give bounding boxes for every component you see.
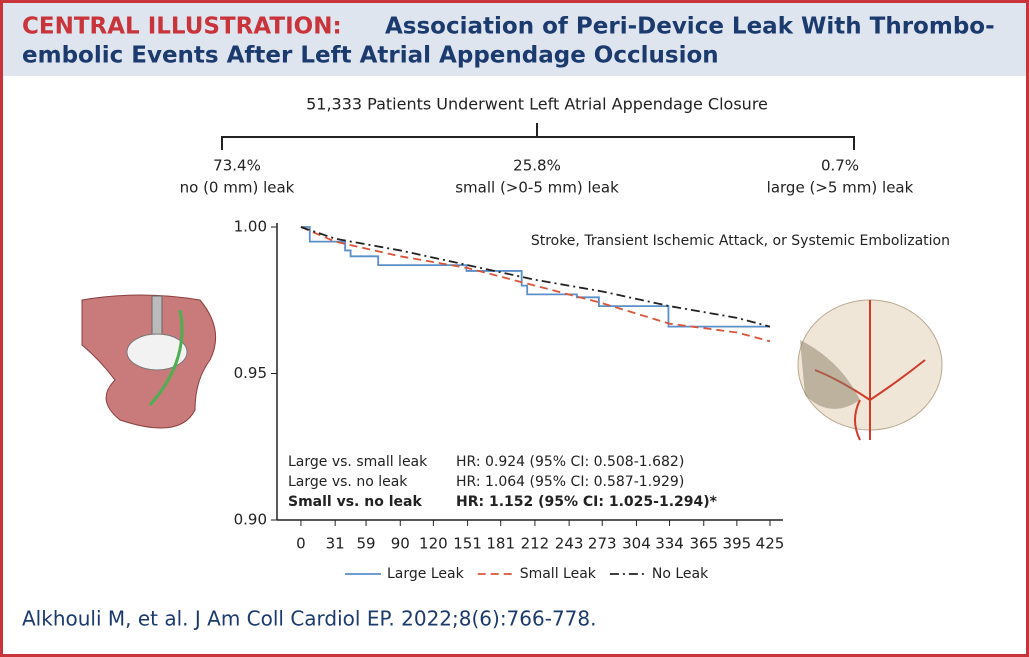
annotation-label: Large vs. no leak (288, 474, 408, 490)
x-tick-label: 31 (326, 535, 345, 553)
chart-title: Stroke, Transient Ischemic Attack, or Sy… (531, 233, 950, 249)
header-prefix: CENTRAL ILLUSTRATION: (22, 14, 342, 40)
y-tick-label: 1.00 (234, 218, 267, 236)
annotation-label: Large vs. small leak (288, 454, 428, 470)
y-tick-label: 0.90 (234, 511, 267, 529)
branch-label: no (0 mm) leak (180, 179, 295, 197)
heart-illustration (81, 294, 217, 429)
x-tick-label: 212 (521, 535, 550, 553)
header-title: Association of Peri-Device Leak With Thr… (385, 14, 995, 40)
tree-root: 51,333 Patients Underwent Left Atrial Ap… (306, 95, 768, 114)
legend-label: No Leak (652, 566, 709, 582)
x-tick-label: 365 (689, 535, 718, 553)
annotation-label: Small vs. no leak (288, 494, 422, 510)
annotation-text: HR: 1.064 (95% CI: 0.587-1.929) (456, 474, 684, 490)
x-tick-label: 425 (756, 535, 785, 553)
tree-bracket (221, 123, 855, 150)
x-tick-label: 151 (453, 535, 482, 553)
y-tick-label: 0.95 (234, 364, 267, 382)
series-line (300, 226, 771, 343)
x-tick-label: 243 (555, 535, 584, 553)
x-tick-label: 334 (655, 535, 684, 553)
header-title: embolic Events After Left Atrial Appenda… (22, 43, 719, 69)
annotation-text: HR: 0.924 (95% CI: 0.508-1.682) (456, 454, 684, 470)
branch-percent: 0.7% (821, 157, 859, 175)
header-band (3, 3, 1026, 76)
x-tick-label: 395 (723, 535, 752, 553)
legend-label: Small Leak (520, 566, 597, 582)
x-tick-label: 181 (486, 535, 515, 553)
branch-label: large (>5 mm) leak (767, 179, 914, 197)
brain-illustration (797, 299, 943, 441)
legend-label: Large Leak (387, 566, 465, 582)
x-tick-label: 120 (419, 535, 448, 553)
x-tick-label: 90 (391, 535, 410, 553)
citation: Alkhouli M, et al. J Am Coll Cardiol EP.… (22, 607, 596, 631)
x-tick-label: 59 (357, 535, 376, 553)
branch-percent: 25.8% (513, 157, 561, 175)
annotation-text: HR: 1.152 (95% CI: 1.025-1.294)* (456, 494, 718, 510)
x-tick-label: 304 (622, 535, 651, 553)
branch-label: small (>0-5 mm) leak (455, 179, 619, 197)
x-tick-label: 0 (296, 535, 306, 553)
branch-percent: 73.4% (213, 157, 261, 175)
x-tick-label: 273 (588, 535, 617, 553)
series-line (300, 226, 771, 328)
